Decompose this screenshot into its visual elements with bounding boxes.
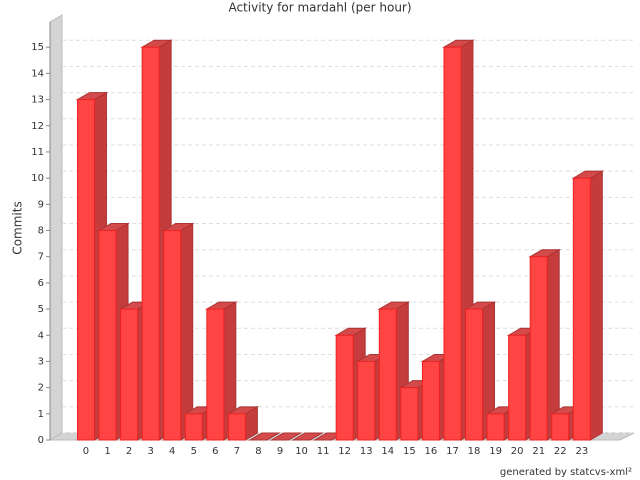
y-tick-label: 2 (38, 383, 44, 394)
bar (269, 432, 303, 441)
bar (528, 248, 562, 441)
x-tick-label: 8 (255, 446, 261, 457)
y-tick-label: 13 (31, 95, 44, 106)
bar-front (98, 230, 117, 441)
y-tick-label: 4 (38, 330, 44, 341)
y-tick-label: 8 (38, 226, 44, 237)
bar-side (589, 170, 603, 441)
x-tick-label: 4 (169, 446, 175, 457)
bar-front (184, 413, 203, 441)
y-tick-label: 14 (31, 68, 44, 79)
chart-title: Activity for mardahl (per hour) (228, 1, 411, 15)
x-tick-label: 12 (338, 446, 351, 457)
left-wall (49, 14, 63, 441)
bar-front (335, 334, 354, 441)
x-tick-label: 19 (489, 446, 502, 457)
y-tick-label: 6 (38, 278, 44, 289)
bar-front (508, 334, 527, 441)
bar-front (163, 230, 182, 441)
x-tick-label: 16 (425, 446, 438, 457)
bar-top (248, 432, 281, 441)
bar (226, 405, 260, 441)
x-tick-label: 18 (468, 446, 481, 457)
x-tick-label: 15 (403, 446, 416, 457)
bar-front (357, 360, 376, 441)
y-tick-label: 7 (38, 252, 44, 263)
bar (204, 301, 238, 441)
bar-front (206, 308, 225, 441)
y-tick-label: 5 (38, 304, 44, 315)
bar-top (291, 432, 324, 441)
x-tick-label: 0 (83, 446, 89, 457)
y-tick-label: 0 (38, 435, 44, 446)
y-tick-label: 12 (31, 121, 44, 132)
bar-front (378, 308, 397, 441)
x-tick-label: 21 (532, 446, 545, 457)
bar-front (551, 413, 570, 441)
bar-front (400, 387, 419, 441)
x-tick-label: 3 (147, 446, 153, 457)
bar (161, 222, 195, 441)
x-tick-label: 11 (317, 446, 330, 457)
bar-front (529, 256, 548, 441)
bar-front (443, 46, 462, 441)
x-tick-label: 23 (575, 446, 588, 457)
bar-front (486, 413, 505, 441)
x-tick-label: 20 (511, 446, 524, 457)
y-tick-label: 1 (38, 409, 44, 420)
bar (291, 432, 324, 441)
bar-front (141, 46, 160, 441)
x-tick-label: 7 (234, 446, 240, 457)
bar-side (180, 222, 194, 441)
bar-front (120, 308, 139, 441)
x-tick-label: 9 (277, 446, 283, 457)
x-tick-label: 10 (295, 446, 308, 457)
x-tick-label: 22 (554, 446, 567, 457)
y-tick-label: 9 (38, 199, 44, 210)
footer: generated by statcvs-xml² (500, 467, 632, 478)
y-tick-label: 3 (38, 356, 44, 367)
x-tick-label: 13 (360, 446, 373, 457)
bar-front (227, 413, 246, 441)
bar-front (76, 99, 95, 441)
bar-top (269, 432, 303, 441)
x-tick-label: 6 (212, 446, 218, 457)
bar-front (572, 177, 591, 441)
bar (248, 432, 281, 441)
y-tick-label: 10 (31, 173, 44, 184)
x-tick-label: 5 (191, 446, 197, 457)
bar-front (421, 360, 440, 441)
x-tick-label: 1 (104, 446, 110, 457)
x-tick-label: 14 (381, 446, 394, 457)
y-axis-label: Commits (11, 201, 25, 254)
bar (463, 301, 497, 441)
x-tick-label: 17 (446, 446, 459, 457)
y-tick-label: 15 (31, 42, 44, 53)
x-tick-label: 2 (126, 446, 132, 457)
bar-front (465, 308, 484, 441)
y-tick-label: 11 (31, 147, 44, 158)
bar (571, 170, 605, 441)
